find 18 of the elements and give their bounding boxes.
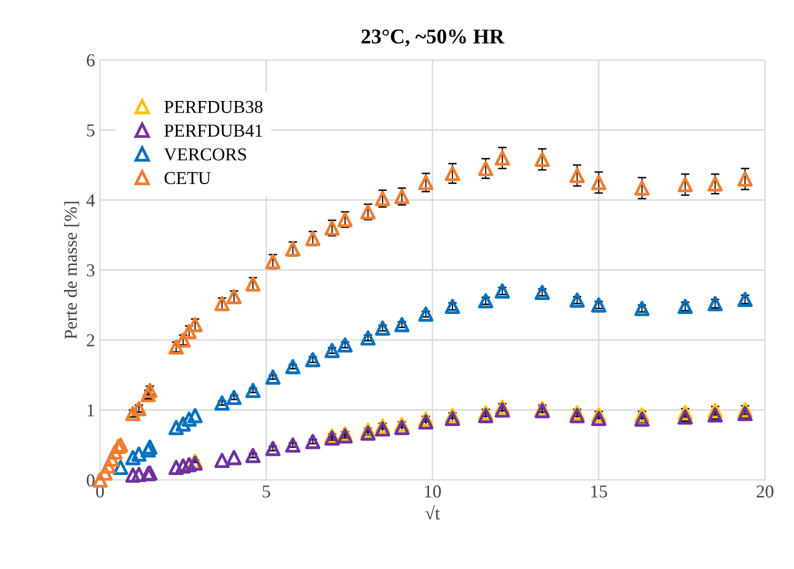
legend-label: VERCORS bbox=[164, 148, 246, 161]
x-axis-title: √t bbox=[425, 505, 440, 520]
legend-label: PERFDUB41 bbox=[164, 124, 262, 137]
y-axis-title: Perte de masse [%] bbox=[64, 202, 80, 339]
x-tick-label: 10 bbox=[425, 485, 441, 498]
x-tick-label: 15 bbox=[591, 485, 608, 498]
y-tick-label: 6 bbox=[86, 54, 95, 66]
legend-label: PERFDUB38 bbox=[164, 100, 262, 114]
x-tick-label: 5 bbox=[262, 486, 270, 498]
legend-label: CETU bbox=[164, 172, 211, 184]
y-tick-label: 5 bbox=[87, 124, 94, 136]
x-tick-label: 20 bbox=[756, 485, 774, 498]
y-tick-label: 1 bbox=[88, 404, 94, 416]
y-tick-label: 3 bbox=[86, 264, 94, 276]
y-tick-label: 0 bbox=[86, 474, 94, 486]
y-tick-label: 2 bbox=[86, 334, 94, 346]
chart-title: 23°C, ~50% HR bbox=[362, 29, 504, 47]
y-tick-label: 4 bbox=[86, 194, 95, 206]
